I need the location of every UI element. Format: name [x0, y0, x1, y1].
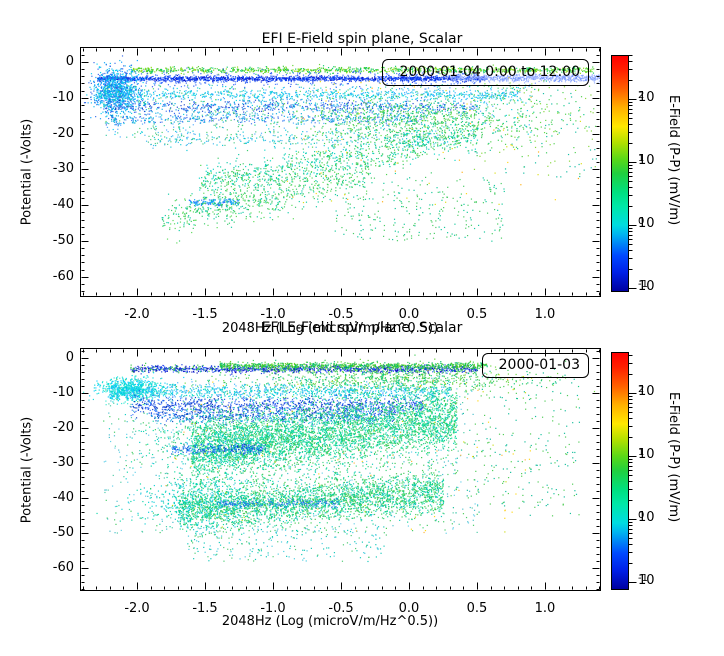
y-axis-title-top: Potential (-Volts) — [19, 118, 35, 226]
x-tick-label: 1.0 — [534, 307, 556, 322]
y-tick-label: -60 — [52, 560, 74, 575]
y-tick-label: -40 — [52, 197, 74, 213]
y-tick-label: -60 — [52, 268, 74, 284]
colorbar-tick-label: 10 1 — [638, 153, 655, 168]
y-tick-label: -40 — [52, 490, 74, 505]
colorbar-bottom — [611, 352, 629, 590]
x-tick-label: -0.5 — [328, 307, 354, 322]
colorbar-top — [611, 55, 629, 292]
y-tick-label: -30 — [52, 455, 74, 470]
legend-box-bottom: 2000-01-03 — [482, 353, 589, 378]
x-tick-label: -1.0 — [260, 601, 286, 616]
plot-frame-top — [80, 47, 601, 297]
x-tick-label: -1.0 — [260, 307, 286, 322]
x-tick-label: 0.5 — [466, 601, 488, 616]
colorbar-tick-label: 10 -1 — [638, 279, 655, 294]
y-tick-label: -20 — [52, 125, 74, 141]
y-tick-label: 0 — [65, 350, 74, 365]
legend-label-bottom: 2000-01-03 — [498, 357, 580, 373]
colorbar-title-top: E-Field (P-P) (mV/m) — [666, 95, 681, 226]
y-tick-label: -30 — [52, 161, 74, 177]
plot-frame-bottom — [80, 348, 601, 591]
x-tick-label: 0.0 — [398, 601, 420, 616]
x-tick-label: 0.0 — [398, 307, 420, 322]
colorbar-tick-label: 10 2 — [638, 90, 655, 105]
colorbar-tick-label: 10 0 — [638, 216, 655, 231]
x-tick-label: 0.5 — [466, 307, 488, 322]
y-tick-label: -10 — [52, 385, 74, 400]
colorbar-tick-label: 10 1 — [638, 447, 655, 462]
colorbar-tick-label: 10 0 — [638, 510, 655, 525]
y-tick-label: -50 — [52, 233, 74, 248]
x-tick-label: -0.5 — [328, 601, 354, 616]
colorbar-tick-label: 10 -1 — [638, 573, 655, 588]
legend-label-top: 2000-01-04 0:00 to 12:00 — [399, 64, 580, 80]
y-tick-label: -20 — [52, 420, 74, 435]
legend-box-top: 2000-01-04 0:00 to 12:00 — [382, 59, 589, 86]
x-tick-label: -2.0 — [124, 601, 150, 616]
y-tick-label: -50 — [52, 525, 74, 540]
x-tick-label: -2.0 — [124, 307, 150, 322]
x-tick-label: 1.0 — [534, 601, 556, 616]
y-tick-label: -10 — [52, 89, 74, 105]
y-tick-label: 0 — [65, 54, 74, 69]
colorbar-tick-label: 10 2 — [638, 384, 655, 399]
x-axis-title-top: 2048Hz (Log (microV/m/Hz^0.5)) — [221, 321, 439, 336]
plot-title-top: EFI E-Field spin plane, Scalar — [261, 31, 463, 47]
plot-title-bottom: EFI E-Field spin plane, Scalar — [261, 320, 463, 336]
x-axis-title-bottom: 2048Hz (Log (microV/m/Hz^0.5)) — [221, 614, 439, 629]
y-axis-title-bottom: Potential (-Volts) — [19, 416, 35, 524]
x-tick-label: -1.5 — [192, 307, 218, 322]
colorbar-title-bottom: E-Field (P-P) (mV/m) — [666, 392, 681, 523]
x-tick-label: -1.5 — [192, 601, 218, 616]
